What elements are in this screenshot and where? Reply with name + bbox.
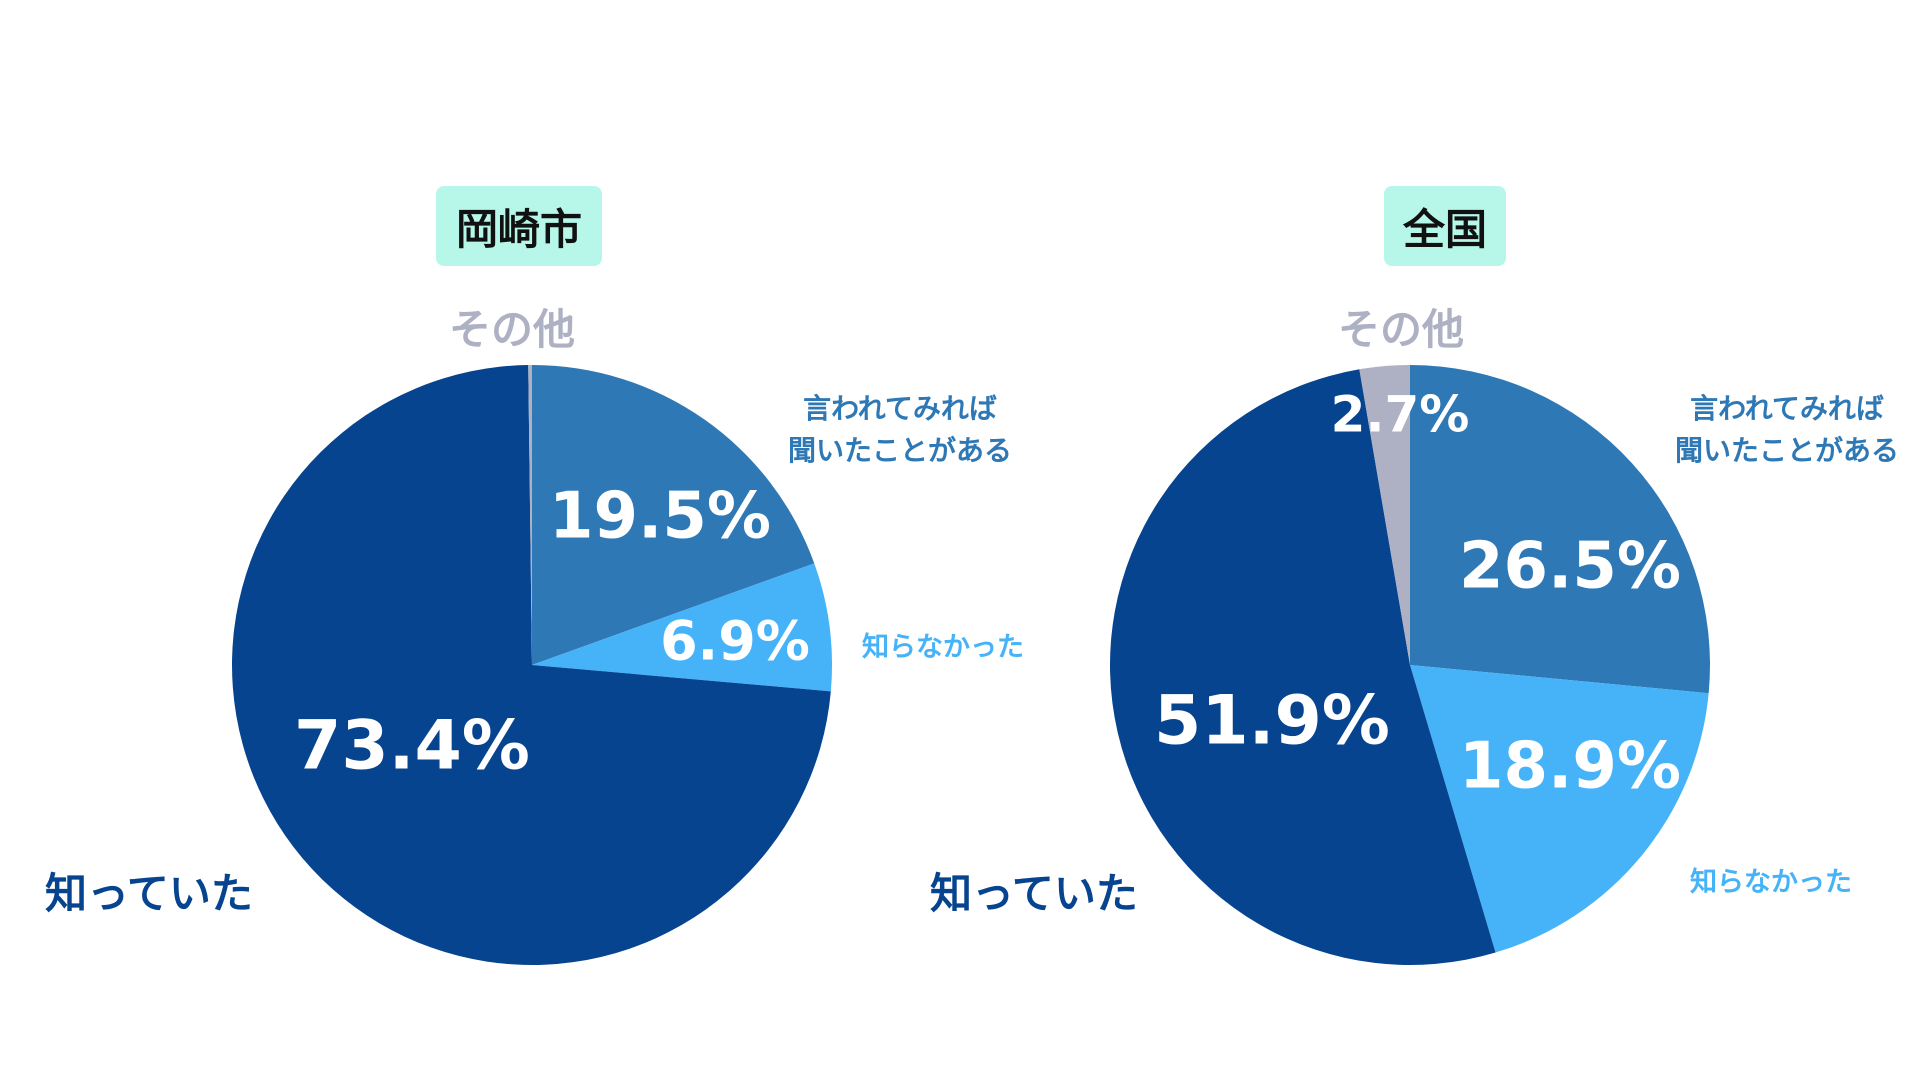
pie-chart-okazaki: 19.5% 6.9% 73.4% <box>232 365 832 965</box>
zenkoku-pct-label-heard: 26.5% <box>1459 530 1681 604</box>
pie-chart-zenkoku: 26.5% 18.9% 51.9% 2.7% <box>1110 365 1710 965</box>
zenkoku-slice-unknown <box>1410 665 1709 953</box>
okazaki-pct-label-heard: 19.5% <box>549 480 771 554</box>
okazaki-other-label: その他 <box>449 305 576 354</box>
okazaki-unknown-label: 知らなかった <box>862 632 1024 663</box>
zenkoku-unknown-label: 知らなかった <box>1690 867 1852 898</box>
zenkoku-slice-heard <box>1410 365 1710 694</box>
zenkoku-slice-known <box>1110 369 1496 965</box>
zenkoku-heard-label: 言われてみれば 聞いたことがある <box>1662 388 1912 472</box>
okazaki-heard-label-line-1: 言われてみれば <box>803 392 997 425</box>
chart-title-zenkoku: 全国 <box>1384 186 1506 266</box>
okazaki-slice-known <box>232 365 831 965</box>
zenkoku-other-label: その他 <box>1338 305 1465 354</box>
zenkoku-slice-other <box>1359 365 1410 665</box>
okazaki-known-label: 知っていた <box>45 869 253 918</box>
zenkoku-heard-label-line-1: 言われてみれば <box>1690 392 1884 425</box>
okazaki-pct-label-known: 73.4% <box>294 707 530 786</box>
okazaki-slice-other <box>528 365 532 665</box>
zenkoku-known-label: 知っていた <box>930 869 1138 918</box>
okazaki-heard-label: 言われてみれば 聞いたことがある <box>775 388 1025 472</box>
zenkoku-pct-label-unknown: 18.9% <box>1459 730 1681 804</box>
zenkoku-heard-label-line-2: 聞いたことがある <box>1674 434 1899 467</box>
okazaki-pct-label-unknown: 6.9% <box>660 610 810 673</box>
zenkoku-pct-label-other: 2.7% <box>1331 386 1470 444</box>
zenkoku-pct-label-known: 51.9% <box>1154 682 1390 761</box>
okazaki-slice-heard <box>532 365 815 665</box>
chart-title-okazaki: 岡崎市 <box>436 186 602 266</box>
okazaki-heard-label-line-2: 聞いたことがある <box>787 434 1012 467</box>
okazaki-slice-unknown <box>532 563 832 692</box>
